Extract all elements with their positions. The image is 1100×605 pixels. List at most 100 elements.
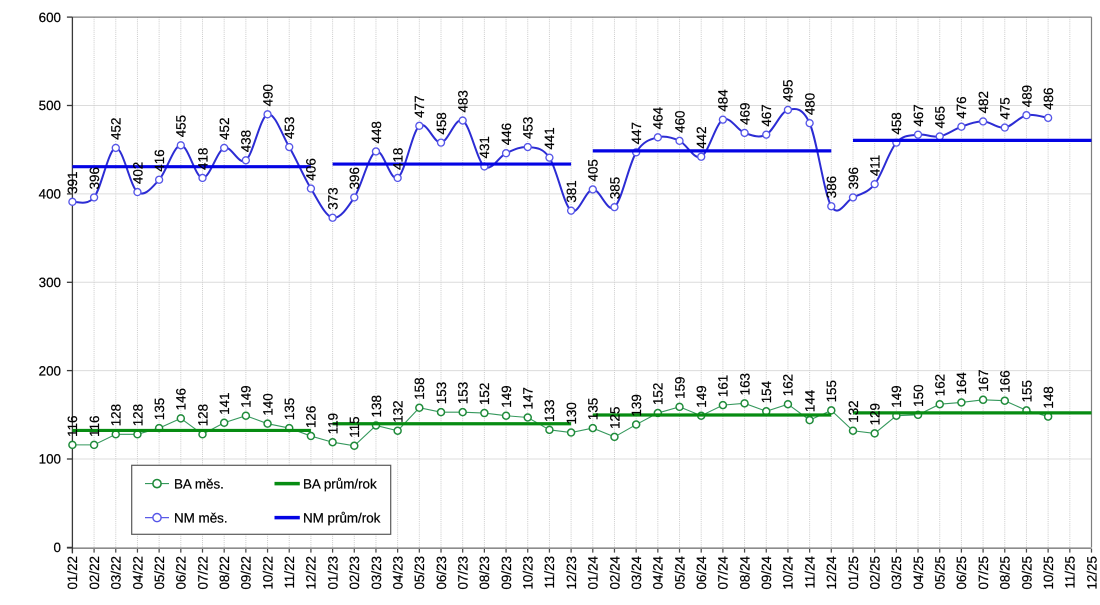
svg-text:11/23: 11/23 [542,556,557,589]
svg-text:132: 132 [846,400,861,422]
svg-text:446: 446 [499,123,514,145]
svg-text:152: 152 [651,383,666,405]
svg-text:475: 475 [998,97,1013,119]
svg-text:458: 458 [434,112,449,134]
svg-text:100: 100 [39,452,61,467]
svg-text:146: 146 [174,388,189,410]
svg-text:07/23: 07/23 [455,556,470,590]
svg-text:07/22: 07/22 [195,556,210,590]
svg-text:05/24: 05/24 [672,555,687,589]
svg-text:416: 416 [152,149,167,171]
svg-text:402: 402 [130,162,145,184]
svg-text:149: 149 [499,385,514,407]
svg-text:149: 149 [239,385,254,407]
svg-text:116: 116 [65,416,80,437]
svg-text:162: 162 [781,374,796,396]
svg-text:469: 469 [737,103,752,125]
svg-text:431: 431 [477,136,492,158]
svg-text:08/22: 08/22 [217,556,232,590]
svg-text:11/24: 11/24 [802,555,817,588]
svg-text:489: 489 [1019,85,1034,107]
svg-text:03/23: 03/23 [369,556,384,590]
svg-text:148: 148 [1041,386,1056,408]
svg-text:153: 153 [434,382,449,404]
svg-text:10/23: 10/23 [521,556,536,590]
svg-text:155: 155 [824,380,839,402]
svg-text:162: 162 [933,374,948,396]
svg-text:500: 500 [39,98,61,113]
svg-text:400: 400 [39,187,61,202]
svg-text:141: 141 [217,392,232,414]
svg-text:115: 115 [347,416,362,437]
svg-text:152: 152 [477,383,492,405]
svg-text:300: 300 [39,275,61,290]
svg-text:138: 138 [369,395,384,417]
svg-text:08/24: 08/24 [737,555,752,589]
svg-text:164: 164 [954,372,969,395]
svg-text:161: 161 [716,375,731,397]
svg-text:163: 163 [737,373,752,395]
svg-text:09/23: 09/23 [499,556,514,590]
svg-text:01/22: 01/22 [65,556,80,590]
svg-text:373: 373 [325,187,340,209]
svg-text:12/23: 12/23 [564,556,579,590]
svg-text:155: 155 [1019,380,1034,402]
svg-text:154: 154 [759,380,774,403]
svg-text:08/25: 08/25 [998,556,1013,590]
svg-text:130: 130 [564,402,579,424]
svg-text:07/25: 07/25 [976,556,991,590]
svg-text:01/23: 01/23 [325,556,340,590]
svg-text:06/22: 06/22 [174,556,189,590]
svg-text:486: 486 [1041,88,1056,110]
svg-text:132: 132 [390,400,405,422]
svg-text:11/22: 11/22 [282,556,297,589]
svg-text:04/22: 04/22 [130,556,145,590]
svg-text:128: 128 [130,404,145,426]
svg-text:495: 495 [781,80,796,102]
svg-text:477: 477 [412,95,427,117]
svg-text:600: 600 [39,10,61,25]
svg-text:453: 453 [521,117,536,139]
svg-text:06/24: 06/24 [694,555,709,589]
svg-text:04/23: 04/23 [390,556,405,590]
svg-text:453: 453 [282,117,297,139]
svg-text:490: 490 [260,84,275,106]
svg-text:411: 411 [867,155,882,176]
svg-text:482: 482 [976,91,991,113]
svg-text:153: 153 [455,382,470,404]
svg-text:119: 119 [325,413,340,434]
svg-text:02/24: 02/24 [607,555,622,589]
svg-text:135: 135 [152,398,167,420]
svg-text:159: 159 [672,377,687,399]
svg-text:03/22: 03/22 [109,556,124,590]
svg-text:135: 135 [282,398,297,420]
svg-text:442: 442 [694,126,709,148]
svg-text:405: 405 [586,159,601,181]
svg-text:147: 147 [521,387,536,409]
svg-text:467: 467 [911,104,926,126]
svg-text:09/25: 09/25 [1019,556,1034,590]
svg-text:452: 452 [217,118,232,140]
svg-text:09/22: 09/22 [239,556,254,590]
svg-text:480: 480 [802,93,817,115]
svg-text:139: 139 [629,394,644,416]
svg-text:452: 452 [109,118,124,140]
svg-text:12/24: 12/24 [824,555,839,589]
svg-text:129: 129 [867,403,882,425]
svg-text:158: 158 [412,377,427,399]
svg-text:460: 460 [672,111,687,133]
svg-text:447: 447 [629,122,644,144]
svg-text:484: 484 [716,89,731,112]
svg-text:441: 441 [542,127,557,149]
svg-text:02/23: 02/23 [347,556,362,590]
svg-text:01/25: 01/25 [846,556,861,590]
svg-text:396: 396 [347,167,362,189]
svg-text:476: 476 [954,96,969,118]
svg-text:133: 133 [542,400,557,422]
svg-text:03/24: 03/24 [629,555,644,589]
svg-text:406: 406 [304,158,319,180]
svg-text:167: 167 [976,369,991,391]
svg-text:116: 116 [87,416,102,437]
svg-text:418: 418 [390,148,405,170]
svg-text:06/23: 06/23 [434,556,449,590]
